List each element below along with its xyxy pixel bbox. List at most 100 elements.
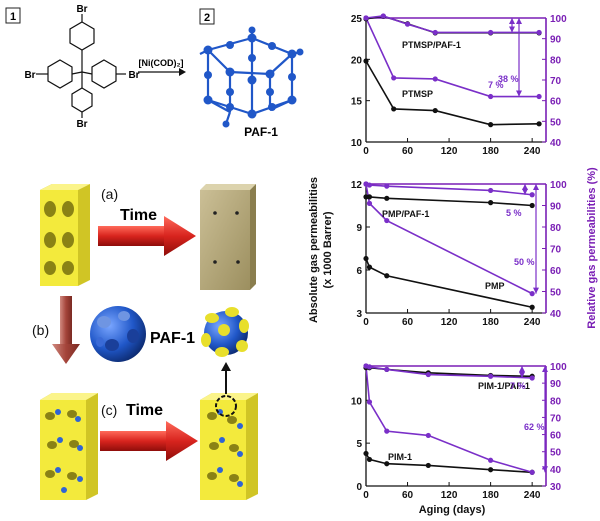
annotation-arrowhead — [542, 466, 548, 473]
x-tick-label: 180 — [482, 490, 499, 501]
reaction-arrowhead — [179, 68, 186, 76]
x-tick-label: 0 — [363, 490, 369, 501]
x-tick-label: 0 — [363, 146, 369, 157]
series-label: PTMSP — [402, 89, 433, 99]
data-point — [488, 373, 494, 379]
y-left-tick-label: 10 — [351, 396, 363, 407]
annotation-label: 7 % — [488, 80, 504, 90]
br-label: Br — [76, 119, 87, 130]
x-tick-label: 240 — [524, 146, 541, 157]
data-point — [380, 13, 386, 19]
y-right-tick-label: 40 — [550, 465, 562, 476]
data-point — [536, 29, 542, 36]
annotation-arrowhead — [542, 366, 548, 372]
dense-film — [200, 184, 256, 290]
x-tick-label: 240 — [524, 317, 541, 328]
data-point — [529, 192, 535, 198]
x-tick-label: 60 — [402, 146, 414, 157]
data-point — [488, 29, 494, 36]
y-right-tick-label: 90 — [550, 379, 562, 390]
annotation-label: 62 % — [524, 422, 545, 432]
data-point — [488, 187, 494, 194]
annotation-label: 50 % — [514, 257, 535, 267]
paf1-nodes — [203, 26, 304, 128]
annotation-arrowhead — [519, 366, 525, 372]
series-label: PMP/PAF-1 — [382, 209, 429, 219]
aged-composite-film — [200, 393, 258, 500]
series-line-0 — [365, 258, 533, 309]
y-right-tick-label: 70 — [550, 76, 562, 87]
data-point — [404, 21, 411, 27]
time-arrow-bottom — [100, 421, 198, 461]
y-right-tick-label: 80 — [550, 223, 562, 234]
zoom-circle — [215, 395, 237, 417]
x-tick-label: 120 — [441, 146, 458, 157]
data-point — [432, 76, 438, 82]
data-point — [488, 200, 494, 206]
annotation-arrowhead — [522, 188, 528, 195]
data-point — [384, 217, 390, 224]
step2-box — [199, 8, 215, 25]
paf1-particle-label: PAF-1 — [150, 330, 195, 347]
label-a: (a) — [101, 186, 118, 202]
annotation-arrowhead — [509, 26, 515, 33]
y-left-tick-label: 0 — [356, 482, 362, 493]
data-point — [425, 371, 431, 378]
br-label: Br — [24, 70, 35, 81]
monomer-structure — [36, 14, 126, 118]
x-tick-label: 180 — [482, 317, 499, 328]
time-label-bottom: Time — [126, 402, 163, 419]
x-tick-label: 120 — [441, 317, 458, 328]
x-axis-label: Aging (days) — [419, 504, 486, 516]
y-right-tick-label: 50 — [550, 288, 562, 299]
y-right-tick-label: 80 — [550, 55, 562, 66]
series-line-3 — [365, 365, 533, 379]
label-b: (b) — [32, 322, 49, 338]
y-left-tick-label: 10 — [351, 138, 363, 149]
br-label: Br — [128, 70, 139, 81]
chart-panel-top: 0 60 120 180 240 10 15 20 25 40 50 60 70 80 90 100 PTMSP… — [351, 13, 567, 157]
br-label: Br — [76, 4, 87, 15]
annotation-arrowhead — [516, 18, 522, 24]
y-right-tick-label: 40 — [550, 309, 562, 320]
data-point — [384, 461, 390, 467]
data-point — [488, 122, 494, 128]
data-point — [488, 467, 494, 473]
decorated-particle — [201, 307, 249, 357]
y-right-tick-label: 40 — [550, 138, 562, 149]
synthesis-scheme: 1 2 Br Br Br Br [Ni(COD)₂] — [5, 4, 304, 139]
data-point — [536, 121, 542, 127]
step2-label: 2 — [204, 12, 210, 24]
data-point — [425, 462, 431, 469]
series-label: PIM-1/PAF-1 — [478, 381, 530, 391]
data-point — [384, 183, 390, 189]
x-tick-label: 120 — [441, 490, 458, 501]
x-tick-label: 60 — [402, 317, 414, 328]
data-point — [363, 58, 369, 64]
data-point — [366, 194, 373, 200]
y-right-tick-label: 70 — [550, 413, 562, 424]
data-point — [366, 399, 373, 405]
data-point — [366, 364, 373, 370]
series-line-3 — [365, 15, 540, 34]
annotation-label: 38 % — [498, 74, 519, 84]
chart-panel-middle: 0 60 120 180 240 3 6 9 12 40 50 60 70 80 90 100 PMP PMP/P… — [351, 180, 567, 328]
data-point — [363, 255, 369, 262]
y-right-tick-label: 70 — [550, 245, 562, 256]
y-right-tick-label: 60 — [550, 97, 562, 108]
label-c: (c) — [101, 402, 117, 418]
data-point — [384, 195, 390, 201]
y-right-tick-label: 100 — [550, 180, 567, 191]
y-axis-right-label: Relative gas permeabilities (%) — [586, 167, 598, 329]
annotation-arrowhead — [519, 372, 525, 378]
y-left-tick-label: 6 — [356, 266, 362, 277]
data-point — [363, 15, 369, 21]
x-tick-label: 0 — [363, 317, 369, 328]
y-right-tick-label: 50 — [550, 448, 562, 459]
data-point — [366, 200, 373, 206]
series-label: PTMSP/PAF-1 — [402, 40, 461, 50]
series-line-1 — [365, 365, 533, 474]
data-point — [488, 93, 494, 100]
y-right-tick-label: 90 — [550, 202, 562, 213]
data-point — [425, 432, 431, 439]
